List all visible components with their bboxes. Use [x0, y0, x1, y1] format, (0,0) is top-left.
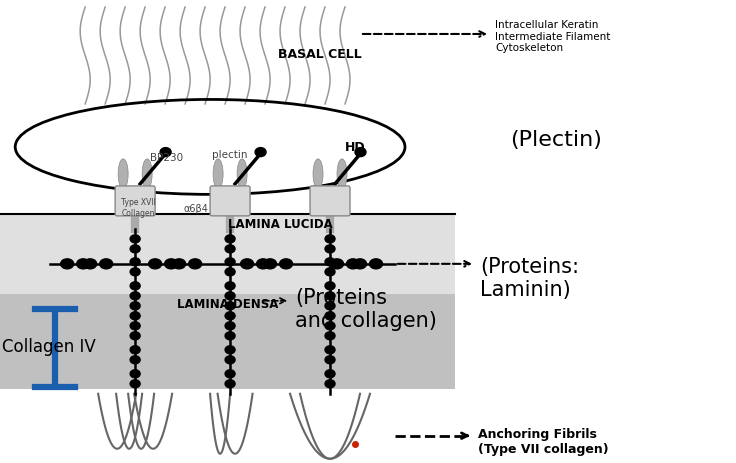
Ellipse shape — [237, 160, 247, 189]
Ellipse shape — [130, 258, 140, 266]
FancyBboxPatch shape — [210, 187, 250, 216]
Ellipse shape — [255, 148, 266, 157]
Ellipse shape — [325, 380, 335, 388]
Text: HD: HD — [344, 141, 365, 154]
FancyBboxPatch shape — [310, 187, 350, 216]
Ellipse shape — [263, 259, 277, 269]
Ellipse shape — [130, 370, 140, 378]
Ellipse shape — [225, 356, 235, 364]
Text: BASAL CELL: BASAL CELL — [278, 48, 362, 61]
Ellipse shape — [165, 259, 177, 269]
Text: (Plectin): (Plectin) — [510, 130, 602, 150]
Ellipse shape — [225, 268, 235, 276]
Ellipse shape — [369, 259, 383, 269]
Ellipse shape — [130, 268, 140, 276]
Text: α6β4: α6β4 — [184, 203, 208, 213]
Ellipse shape — [347, 259, 359, 269]
Ellipse shape — [313, 160, 323, 189]
Ellipse shape — [130, 245, 140, 253]
Ellipse shape — [325, 370, 335, 378]
Ellipse shape — [225, 322, 235, 330]
Ellipse shape — [130, 282, 140, 290]
Ellipse shape — [337, 160, 347, 189]
Ellipse shape — [325, 258, 335, 266]
Ellipse shape — [130, 235, 140, 244]
Ellipse shape — [130, 302, 140, 310]
Text: BP230: BP230 — [150, 153, 183, 163]
Ellipse shape — [325, 245, 335, 253]
Ellipse shape — [149, 259, 162, 269]
Ellipse shape — [355, 148, 366, 157]
Ellipse shape — [353, 259, 367, 269]
Text: Anchoring Fibrils
(Type VII collagen): Anchoring Fibrils (Type VII collagen) — [478, 427, 609, 455]
Ellipse shape — [325, 356, 335, 364]
Bar — [0, 294, 455, 389]
FancyBboxPatch shape — [115, 187, 155, 216]
Ellipse shape — [325, 346, 335, 354]
Ellipse shape — [225, 302, 235, 310]
Text: LAMINA LUCIDA: LAMINA LUCIDA — [227, 218, 333, 231]
Text: Intracellular Keratin
Intermediate Filament
Cytoskeleton: Intracellular Keratin Intermediate Filam… — [495, 20, 610, 53]
Ellipse shape — [118, 160, 128, 189]
Ellipse shape — [130, 292, 140, 300]
Ellipse shape — [225, 346, 235, 354]
Ellipse shape — [225, 380, 235, 388]
Ellipse shape — [225, 245, 235, 253]
Ellipse shape — [225, 312, 235, 320]
Ellipse shape — [60, 259, 74, 269]
Ellipse shape — [280, 259, 292, 269]
Ellipse shape — [325, 235, 335, 244]
Ellipse shape — [325, 312, 335, 320]
Ellipse shape — [99, 259, 113, 269]
Ellipse shape — [325, 282, 335, 290]
Ellipse shape — [325, 302, 335, 310]
Ellipse shape — [325, 292, 335, 300]
Ellipse shape — [225, 258, 235, 266]
Bar — [0, 214, 455, 294]
Ellipse shape — [325, 322, 335, 330]
Ellipse shape — [325, 332, 335, 340]
Ellipse shape — [225, 292, 235, 300]
Ellipse shape — [130, 312, 140, 320]
Ellipse shape — [84, 259, 96, 269]
Text: Collagen IV: Collagen IV — [2, 337, 96, 355]
Ellipse shape — [225, 370, 235, 378]
Ellipse shape — [225, 235, 235, 244]
Ellipse shape — [325, 268, 335, 276]
Text: plectin: plectin — [212, 150, 247, 160]
Text: Type XVII
Collagen: Type XVII Collagen — [121, 198, 155, 217]
Ellipse shape — [173, 259, 185, 269]
Ellipse shape — [225, 282, 235, 290]
Ellipse shape — [130, 380, 140, 388]
Ellipse shape — [130, 356, 140, 364]
Ellipse shape — [257, 259, 269, 269]
Text: (Proteins:
Laminin): (Proteins: Laminin) — [480, 257, 579, 300]
Ellipse shape — [188, 259, 202, 269]
Ellipse shape — [142, 160, 152, 189]
Ellipse shape — [213, 160, 223, 189]
Ellipse shape — [241, 259, 254, 269]
Ellipse shape — [225, 332, 235, 340]
Text: LAMINA DENSA: LAMINA DENSA — [177, 297, 279, 310]
Ellipse shape — [160, 148, 171, 157]
Ellipse shape — [130, 322, 140, 330]
Ellipse shape — [77, 259, 90, 269]
Ellipse shape — [330, 259, 344, 269]
Text: (Proteins
and collagen): (Proteins and collagen) — [295, 287, 437, 330]
Ellipse shape — [130, 332, 140, 340]
Ellipse shape — [130, 346, 140, 354]
